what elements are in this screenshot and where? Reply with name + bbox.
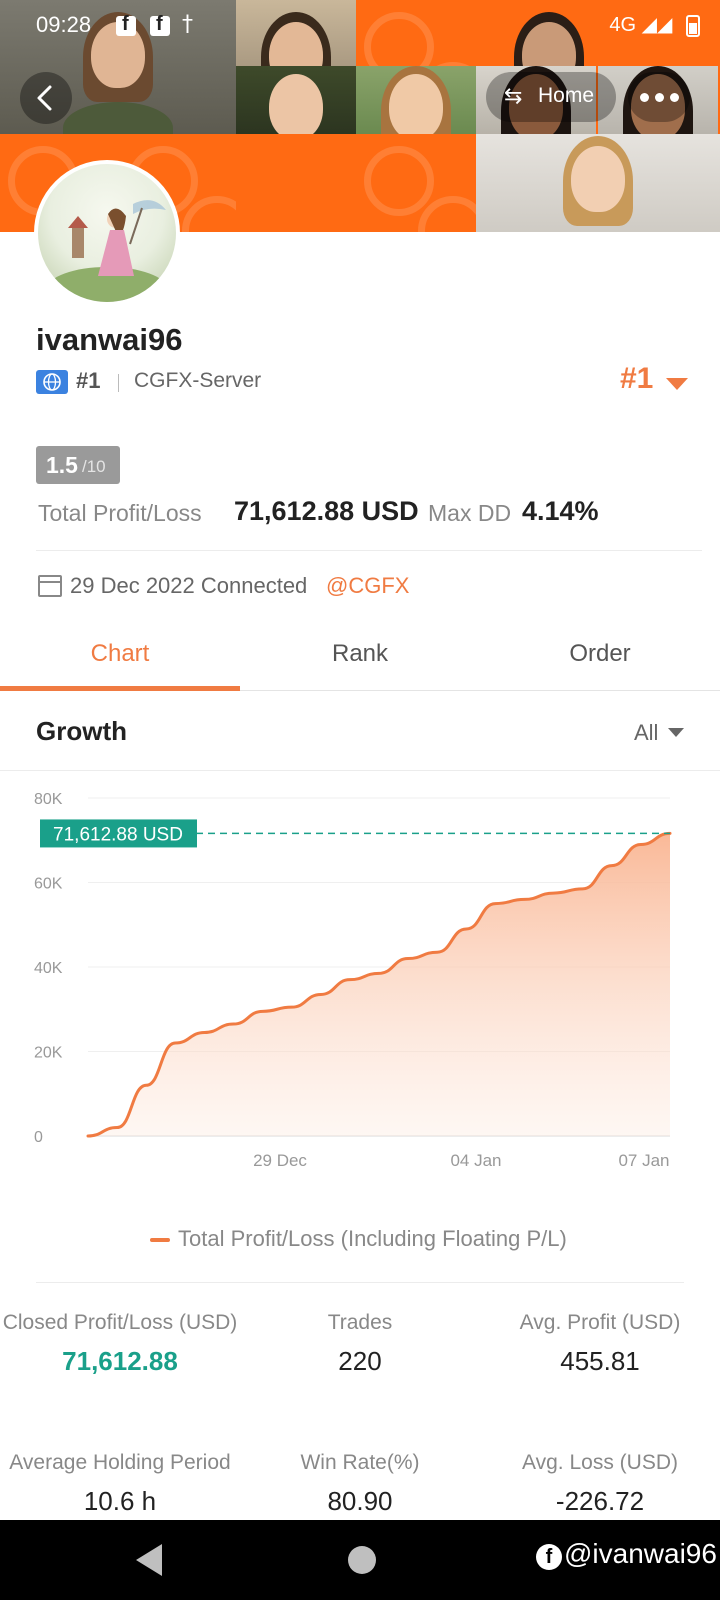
home-label: Home	[538, 84, 595, 107]
growth-title: Growth	[36, 716, 127, 746]
stat-value: -226.72	[555, 1486, 645, 1516]
stat-label: Closed Profit/Loss (USD)	[2, 1311, 238, 1334]
y-tick-label: 20K	[34, 1045, 63, 1062]
score-badge: 1.5 /10	[36, 446, 120, 484]
growth-chart: 0 20K 40K 60K 80K 29 Dec 04 Jan 07 Jan 71,612.88…	[34, 791, 672, 1170]
y-tick-label: 40K	[34, 960, 63, 977]
stat-value: 220	[338, 1346, 382, 1376]
stat-avg-loss: Avg. Loss (USD) -226.72	[480, 1446, 720, 1517]
divider	[118, 374, 119, 392]
battery-icon	[686, 14, 700, 37]
caret-down-icon[interactable]	[666, 378, 688, 390]
back-button[interactable]	[20, 72, 72, 124]
system-nav-bar: f @ivanwai96	[0, 1520, 720, 1600]
x-tick-label: 29 Dec	[253, 1151, 307, 1170]
tab-chart[interactable]: Chart	[90, 640, 150, 667]
overall-rank[interactable]: #1	[620, 362, 654, 395]
more-dots-icon	[670, 93, 679, 102]
profile-banner	[0, 0, 720, 232]
stat-avg-profit: Avg. Profit (USD) 455.81	[480, 1306, 720, 1377]
active-tab-indicator	[0, 686, 240, 691]
connected-date: 29 Dec 2022 Connected	[70, 573, 308, 598]
swap-icon: ⇆	[504, 84, 523, 109]
stat-trades: Trades 220	[240, 1306, 480, 1377]
stat-label: Win Rate(%)	[300, 1451, 420, 1474]
facebook-icon: f	[536, 1544, 562, 1570]
avatar-illustration	[47, 200, 167, 302]
stat-label: Average Holding Period	[9, 1451, 231, 1474]
divider	[36, 1282, 684, 1283]
nav-home-icon[interactable]	[348, 1546, 376, 1574]
region-rank: #1	[76, 368, 101, 393]
facebook-icon	[150, 16, 170, 36]
calendar-icon	[38, 575, 62, 597]
stat-win-rate: Win Rate(%) 80.90	[240, 1446, 480, 1517]
legend-label: Total Profit/Loss (Including Floating P/…	[178, 1226, 567, 1251]
signal-icon: ◢◢	[641, 14, 673, 36]
stat-value: 80.90	[327, 1486, 393, 1516]
max-dd-value: 4.14%	[522, 496, 599, 526]
banner-photo	[476, 134, 720, 232]
series-area	[88, 833, 670, 1136]
tab-order[interactable]: Order	[569, 640, 631, 667]
x-tick-label: 07 Jan	[618, 1151, 669, 1170]
globe-icon	[36, 370, 68, 394]
more-dots-icon	[640, 93, 649, 102]
legend-swatch	[150, 1238, 170, 1242]
period-select[interactable]: All	[634, 720, 659, 745]
facebook-glyph: f	[156, 13, 163, 35]
tab-divider	[0, 690, 720, 691]
stat-value: 10.6 h	[83, 1486, 157, 1516]
banner-photo	[356, 66, 476, 134]
broker-link[interactable]: @CGFX	[326, 573, 410, 598]
stat-closed-pl: Closed Profit/Loss (USD) 71,612.88	[0, 1306, 240, 1377]
avatar[interactable]	[34, 160, 180, 306]
banner-pattern	[356, 134, 488, 232]
banner-pattern	[236, 134, 356, 232]
more-button[interactable]	[628, 72, 690, 122]
banner-photo	[476, 66, 596, 134]
caret-down-icon[interactable]	[668, 728, 684, 737]
total-pl-value: 71,612.88 USD	[234, 496, 419, 526]
max-dd-label: Max DD	[428, 500, 512, 526]
server-name: CGFX-Server	[134, 369, 262, 392]
banner-photo	[236, 66, 356, 134]
divider	[0, 770, 720, 771]
home-button[interactable]: ⇆ Home	[486, 72, 616, 122]
stat-label: Avg. Profit (USD)	[519, 1311, 681, 1334]
stat-value: 71,612.88	[62, 1346, 178, 1376]
stat-label: Trades	[327, 1311, 393, 1334]
stat-value: 455.81	[560, 1346, 640, 1376]
x-tick-label: 04 Jan	[450, 1151, 501, 1170]
score-denominator: /10	[82, 457, 106, 476]
status-icons: 4G ◢◢	[609, 12, 700, 37]
current-value-badge	[40, 819, 197, 848]
username: ivanwai96	[36, 322, 183, 357]
facebook-glyph: f	[122, 13, 129, 35]
y-tick-label: 80K	[34, 791, 63, 808]
network-type: 4G	[609, 14, 637, 36]
accessibility-icon: †	[182, 12, 193, 37]
divider	[36, 550, 702, 551]
series-line	[86, 831, 672, 1138]
nav-back-icon[interactable]	[136, 1544, 162, 1576]
more-dots-icon	[655, 93, 664, 102]
status-bar: 09:28 f f † 4G ◢◢	[0, 0, 720, 52]
y-tick-label: 0	[34, 1129, 43, 1146]
chevron-left-icon	[37, 85, 52, 111]
total-pl-label: Total Profit/Loss	[38, 500, 202, 526]
stat-holding-period: Average Holding Period 10.6 h	[0, 1446, 240, 1517]
stat-label: Avg. Loss (USD)	[522, 1451, 678, 1474]
y-tick-label: 60K	[34, 876, 63, 893]
status-time: 09:28	[36, 12, 92, 37]
tab-rank[interactable]: Rank	[331, 640, 389, 667]
score-value: 1.5	[46, 452, 78, 478]
facebook-icon	[116, 16, 136, 36]
current-value-label: 71,612.88 USD	[53, 824, 183, 845]
watermark: @ivanwai96	[564, 1538, 717, 1569]
